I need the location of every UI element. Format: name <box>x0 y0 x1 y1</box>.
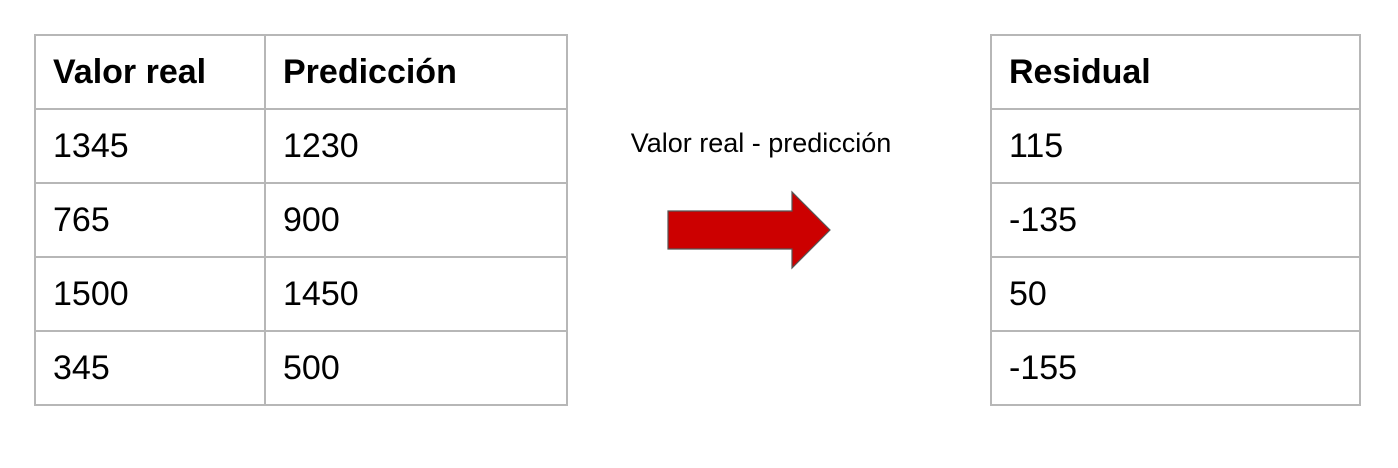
header-actual-value: Valor real <box>34 34 266 110</box>
header-prediction: Predicción <box>264 34 568 110</box>
table-row: 345 500 <box>34 330 568 406</box>
arrow-shape <box>667 190 831 270</box>
residual-cell: -155 <box>990 330 1361 406</box>
residual-cell: 50 <box>990 256 1361 332</box>
table-row: 765 900 <box>34 182 568 258</box>
residual-cell: -135 <box>990 182 1361 258</box>
table-row: -135 <box>990 182 1361 258</box>
table-row: 115 <box>990 108 1361 184</box>
actual-value-cell: 345 <box>34 330 266 406</box>
table-row: 1500 1450 <box>34 256 568 332</box>
header-residual: Residual <box>990 34 1361 110</box>
prediction-cell: 1450 <box>264 256 568 332</box>
table-header-row: Residual <box>990 34 1361 110</box>
right-arrow-icon <box>667 190 831 270</box>
prediction-cell: 900 <box>264 182 568 258</box>
table-header-row: Valor real Predicción <box>34 34 568 110</box>
prediction-cell: 500 <box>264 330 568 406</box>
prediction-cell: 1230 <box>264 108 568 184</box>
actual-value-cell: 765 <box>34 182 266 258</box>
residual-cell: 115 <box>990 108 1361 184</box>
table-row: 1345 1230 <box>34 108 568 184</box>
actual-value-cell: 1345 <box>34 108 266 184</box>
table-row: -155 <box>990 330 1361 406</box>
actual-vs-prediction-table: Valor real Predicción 1345 1230 765 900 … <box>34 34 568 406</box>
actual-value-cell: 1500 <box>34 256 266 332</box>
table-row: 50 <box>990 256 1361 332</box>
residual-table: Residual 115 -135 50 -155 <box>990 34 1361 406</box>
operation-label: Valor real - predicción <box>630 128 892 158</box>
